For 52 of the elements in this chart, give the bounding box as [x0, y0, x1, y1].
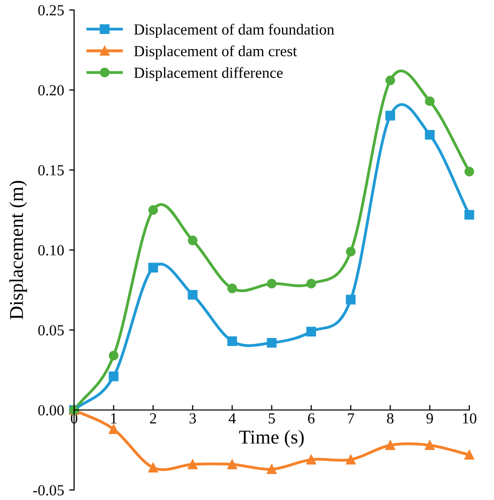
point [464, 210, 474, 220]
point [424, 96, 435, 106]
point [108, 424, 118, 434]
y-tick-label: 0.10 [38, 245, 64, 256]
y-tick-label: -0.05 [33, 485, 64, 496]
point [306, 278, 316, 288]
point [148, 462, 158, 472]
point [346, 246, 356, 256]
y-tick-label: 0.20 [38, 85, 64, 96]
point [108, 350, 118, 360]
point [464, 450, 474, 460]
legend-label: Displacement of dam foundation [134, 24, 334, 38]
x-axis-title: Time (s) [239, 430, 304, 448]
x-tick-label: 5 [268, 413, 275, 424]
point [346, 294, 356, 304]
point [266, 278, 277, 288]
y-axis-title: Displacement (m) [9, 180, 27, 320]
point [424, 130, 435, 140]
x-tick-label: 1 [111, 413, 117, 424]
y-tick-label: 0.15 [38, 165, 64, 176]
point [227, 336, 238, 346]
point [188, 460, 198, 470]
x-tick-label: 3 [190, 413, 196, 424]
point [148, 262, 158, 272]
point [188, 290, 198, 300]
point [266, 338, 277, 348]
x-tick-label: 9 [426, 413, 433, 424]
point [306, 326, 316, 336]
legend-label: Displacement of dam crest [134, 45, 297, 60]
point [148, 205, 158, 215]
x-tick-label: 10 [463, 413, 476, 424]
x-tick-label: 6 [308, 413, 315, 424]
point [464, 166, 474, 176]
point [385, 110, 396, 120]
x-tick-label: 2 [150, 413, 156, 424]
point [385, 76, 396, 86]
point [108, 372, 118, 382]
legend-label: Displacement difference [134, 67, 283, 82]
point [306, 454, 316, 464]
x-tick-label: 7 [348, 413, 354, 424]
x-tick-label: 4 [228, 413, 236, 424]
y-tick-label: 0.25 [38, 5, 64, 16]
point [346, 454, 356, 464]
point [227, 284, 238, 294]
point [385, 440, 396, 450]
x-tick-label: 8 [387, 413, 394, 424]
point [188, 236, 198, 246]
y-tick-label: 0.00 [38, 405, 64, 416]
point [266, 464, 277, 474]
point [227, 460, 238, 470]
y-tick-label: 0.05 [38, 325, 64, 336]
point [424, 440, 435, 450]
